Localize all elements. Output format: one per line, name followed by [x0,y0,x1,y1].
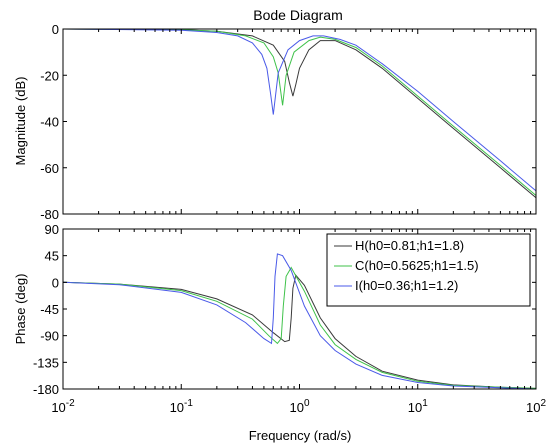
phase-ytick-label: 45 [45,249,59,264]
phase-ytick-label: 0 [52,275,59,290]
legend-label: H(h0=0.81;h1=1.8) [355,238,464,253]
phase-series-group [62,253,537,390]
xtick-label: 100 [289,398,309,415]
legend-entries: H(h0=0.81;h1=1.8) C(h0=0.5625;h1=1.5) I(h0… [334,238,479,293]
magnitude-series-3-line [62,28,537,192]
phase-series-2-line [62,266,537,389]
magnitude-x-ticks [62,29,537,214]
phase-ylabel: Phase (deg) [13,274,28,345]
xtick-label: 102 [526,398,546,415]
phase-ytick-label: -180 [33,382,59,397]
phase-ytick-label: -45 [40,302,59,317]
magnitude-axes-box [62,28,537,215]
magnitude-ytick-label: -60 [40,161,59,176]
magnitude-series-2-line [62,28,537,196]
phase-ytick-label: -135 [33,355,59,370]
phase-plot: 90 45 0 -45 -90 -135 -180 Phase (deg) [13,222,537,397]
chart-title: Bode Diagram [253,7,343,23]
phase-series-3-line [62,253,537,390]
legend-label: I(h0=0.36;h1=1.2) [355,278,458,293]
x-axis-label: Frequency (rad/s) [249,428,352,443]
magnitude-ytick-label: -40 [40,115,59,130]
phase-x-ticks [62,229,537,389]
magnitude-ytick-label: -20 [40,68,59,83]
magnitude-series-1-line [62,28,537,199]
xtick-label: 101 [408,398,428,415]
magnitude-plot: 0 -20 -40 -60 -80 Magnitude (dB) [13,22,537,222]
magnitude-ylabel: Magnitude (dB) [13,77,28,166]
phase-series-1-line [62,274,537,389]
magnitude-ytick-label: -80 [40,207,59,222]
phase-ytick-label: 90 [45,222,59,237]
phase-ytick-label: -90 [40,329,59,344]
magnitude-series-group [62,28,537,199]
magnitude-ytick-label: 0 [52,22,59,37]
xtick-label: 10-1 [170,398,194,415]
phase-y-ticks: 90 45 0 -45 -90 -135 -180 [33,222,536,397]
legend-box [326,233,531,307]
legend: H(h0=0.81;h1=1.8) C(h0=0.5625;h1=1.5) I(h0… [326,233,531,307]
x-tick-labels: 10-2 10-1 100 101 102 [51,398,546,415]
legend-label: C(h0=0.5625;h1=1.5) [355,258,479,273]
xtick-label: 10-2 [51,398,75,415]
magnitude-y-ticks: 0 -20 -40 -60 -80 [40,22,536,222]
